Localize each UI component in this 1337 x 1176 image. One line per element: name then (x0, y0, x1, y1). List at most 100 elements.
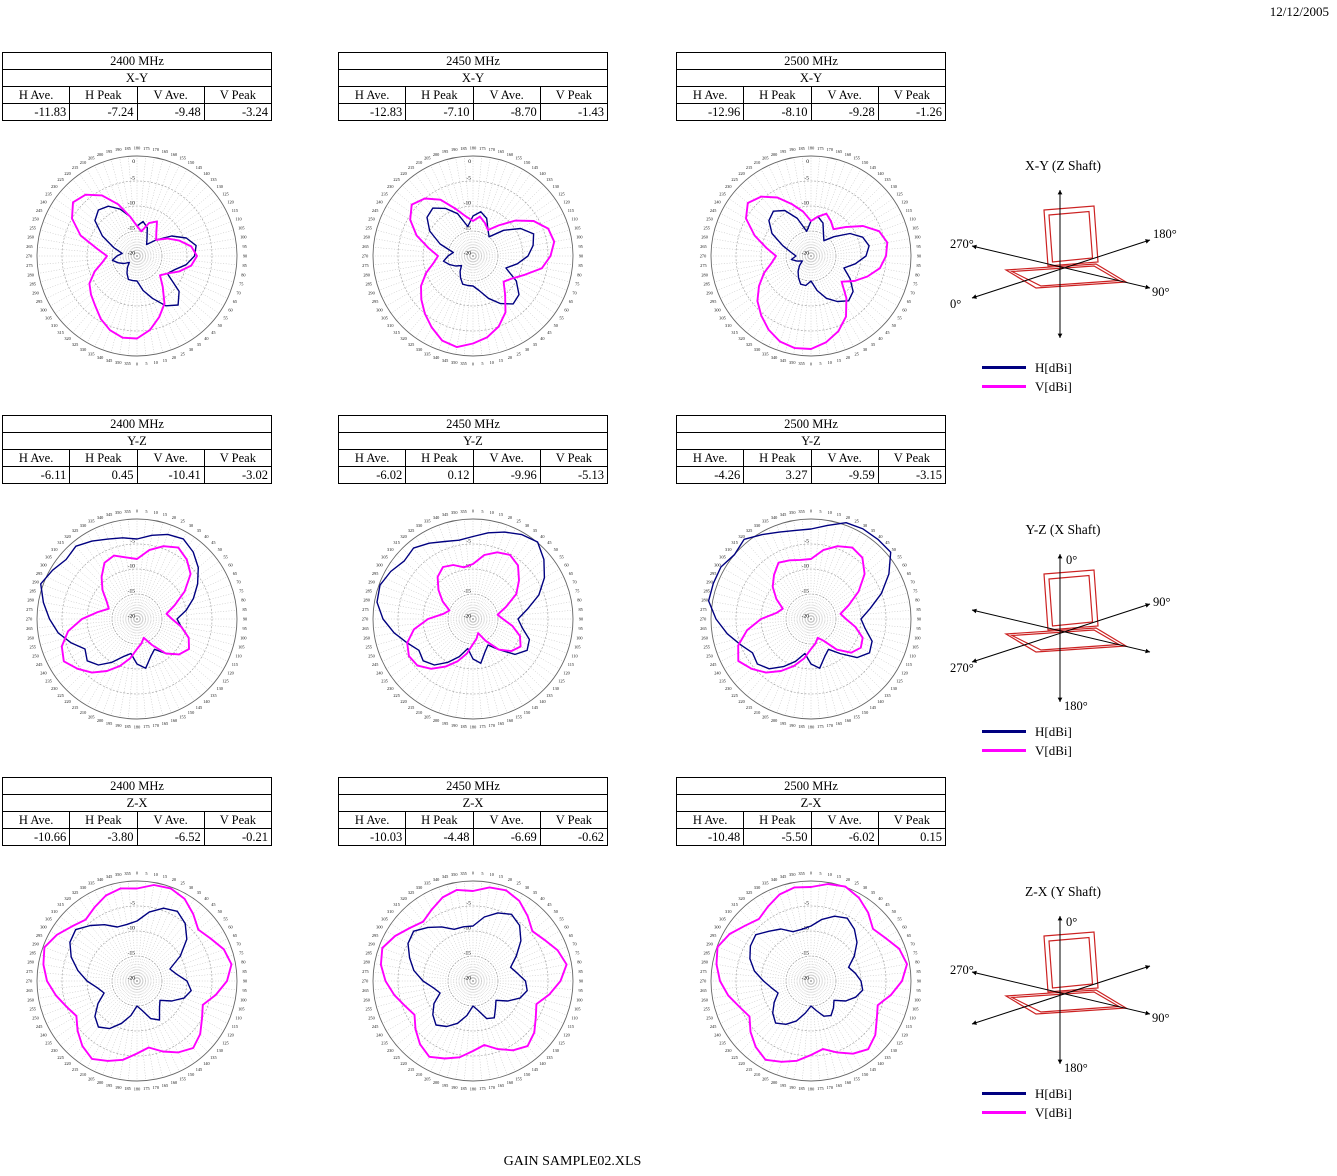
svg-text:60: 60 (228, 308, 232, 313)
h-ave-value: -12.96 (675, 103, 745, 121)
svg-text:95: 95 (242, 244, 246, 249)
svg-text:-15: -15 (464, 226, 472, 232)
svg-text:290: 290 (706, 580, 712, 585)
svg-text:90: 90 (917, 979, 921, 984)
svg-text:30: 30 (189, 523, 193, 528)
svg-text:340: 340 (97, 515, 103, 520)
svg-text:275: 275 (362, 969, 368, 974)
svg-text:355: 355 (124, 361, 130, 366)
h-peak-value: -4.48 (405, 828, 474, 846)
panel-xy-2500: 2500 MHz X-Y H Ave. H Peak V Ave. V Peak… (675, 52, 947, 387)
svg-text:330: 330 (754, 523, 760, 528)
svg-text:140: 140 (203, 171, 209, 176)
svg-text:95: 95 (578, 626, 582, 631)
svg-text:315: 315 (57, 540, 63, 545)
svg-text:155: 155 (853, 156, 859, 161)
svg-text:345: 345 (780, 358, 786, 363)
svg-text:240: 240 (376, 1033, 382, 1038)
svg-text:335: 335 (88, 519, 94, 524)
svg-text:-5: -5 (804, 901, 809, 907)
svg-text:260: 260 (701, 997, 707, 1002)
svg-text:125: 125 (222, 1040, 228, 1045)
svg-text:35: 35 (533, 890, 537, 895)
svg-text:150: 150 (862, 160, 868, 165)
svg-text:145: 145 (196, 705, 202, 710)
svg-text:235: 235 (381, 678, 387, 683)
svg-text:230: 230 (51, 1048, 57, 1053)
freq-title: 2500 MHz (676, 415, 946, 433)
v-peak-value: -0.62 (539, 828, 609, 846)
svg-text:335: 335 (762, 881, 768, 886)
svg-text:-5: -5 (130, 901, 135, 907)
svg-text:135: 135 (546, 693, 552, 698)
svg-text:250: 250 (706, 217, 712, 222)
svg-text:-15: -15 (802, 589, 810, 595)
svg-text:45: 45 (211, 540, 215, 545)
svg-text:225: 225 (393, 177, 399, 182)
svg-text:325: 325 (746, 528, 752, 533)
col-header-h-ave: H Ave. (1, 811, 71, 829)
h-peak-value: -8.10 (743, 103, 812, 121)
svg-text:50: 50 (892, 547, 896, 552)
svg-text:225: 225 (393, 693, 399, 698)
col-header-v-ave: V Ave. (136, 811, 205, 829)
svg-text:140: 140 (877, 699, 883, 704)
svg-text:40: 40 (540, 896, 544, 901)
col-header-h-peak: H Peak (69, 86, 138, 104)
svg-text:210: 210 (754, 710, 760, 715)
svg-text:325: 325 (408, 342, 414, 347)
svg-text:15: 15 (837, 512, 841, 517)
svg-text:175: 175 (479, 724, 485, 729)
svg-text:100: 100 (240, 235, 246, 240)
svg-text:190: 190 (115, 147, 121, 152)
svg-text:330: 330 (416, 885, 422, 890)
v-ave-value: -9.48 (136, 103, 205, 121)
svg-text:65: 65 (907, 571, 911, 576)
v-peak-value: -5.13 (539, 466, 609, 484)
svg-text:25: 25 (180, 881, 184, 886)
svg-text:185: 185 (460, 146, 466, 151)
svg-text:145: 145 (532, 1067, 538, 1072)
svg-text:40: 40 (204, 534, 208, 539)
svg-text:335: 335 (88, 351, 94, 356)
svg-text:190: 190 (789, 1085, 795, 1090)
svg-text:225: 225 (57, 693, 63, 698)
svg-text:155: 155 (179, 714, 185, 719)
svg-text:345: 345 (442, 512, 448, 517)
svg-text:210: 210 (416, 1072, 422, 1077)
svg-text:335: 335 (424, 351, 430, 356)
svg-text:155: 155 (853, 714, 859, 719)
svg-text:180: 180 (134, 1087, 140, 1092)
h-trace-legend-line (982, 1092, 1026, 1095)
svg-text:-20: -20 (802, 976, 810, 982)
svg-text:145: 145 (532, 705, 538, 710)
svg-text:345: 345 (106, 874, 112, 879)
svg-text:210: 210 (80, 710, 86, 715)
device-orientation-diagram-zx: 0° 270° 90° 180° (950, 915, 1170, 1075)
svg-text:215: 215 (746, 705, 752, 710)
freq-title: 2450 MHz (338, 415, 608, 433)
svg-text:265: 265 (26, 988, 32, 993)
svg-text:245: 245 (710, 1024, 716, 1029)
svg-text:110: 110 (571, 217, 577, 222)
svg-text:120: 120 (901, 200, 907, 205)
svg-text:295: 295 (36, 933, 42, 938)
svg-text:-10: -10 (128, 926, 136, 932)
svg-text:115: 115 (232, 1024, 238, 1029)
svg-text:255: 255 (703, 226, 709, 231)
freq-title: 2400 MHz (2, 52, 272, 70)
svg-text:255: 255 (365, 1006, 371, 1011)
svg-text:20: 20 (172, 515, 176, 520)
svg-text:-15: -15 (128, 589, 136, 595)
svg-text:170: 170 (489, 147, 495, 152)
svg-text:225: 225 (57, 177, 63, 182)
svg-text:245: 245 (710, 208, 716, 213)
svg-text:115: 115 (906, 662, 912, 667)
v-ave-value: -6.02 (810, 828, 879, 846)
svg-text:115: 115 (906, 208, 912, 213)
svg-text:-20: -20 (464, 614, 472, 620)
svg-text:105: 105 (912, 644, 918, 649)
svg-text:300: 300 (714, 925, 720, 930)
svg-text:175: 175 (817, 146, 823, 151)
